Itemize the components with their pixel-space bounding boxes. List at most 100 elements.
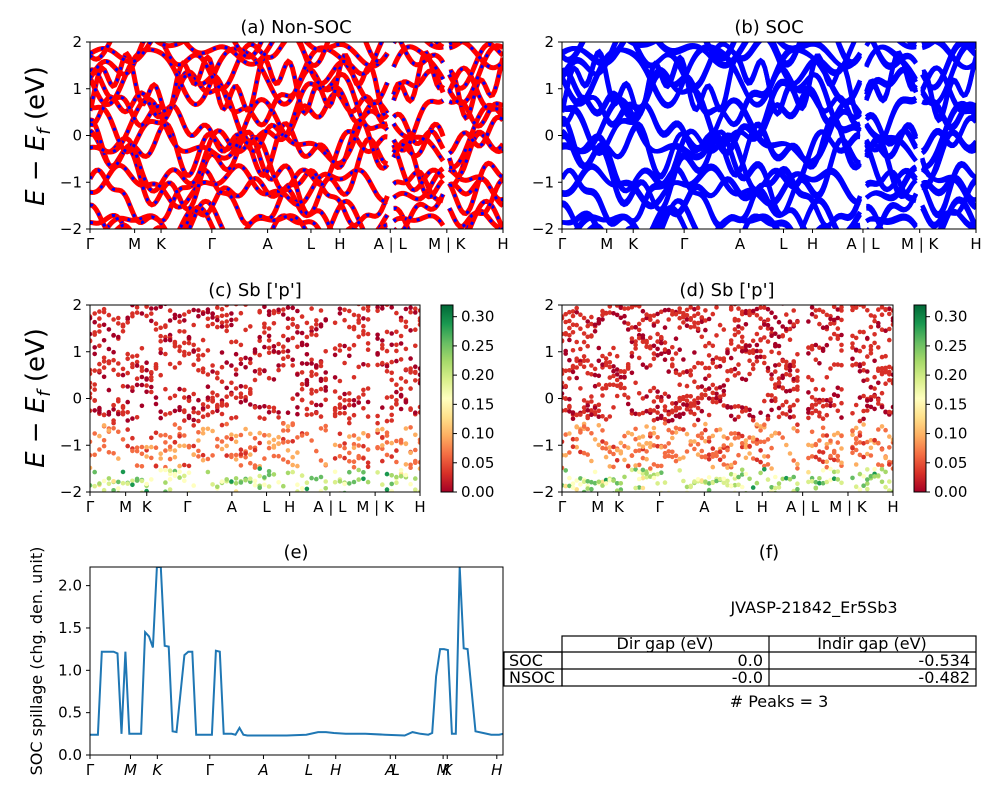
- proj-point-c: [375, 413, 380, 419]
- proj-point-d: [692, 400, 697, 406]
- proj-point-d: [607, 375, 613, 380]
- proj-point-d: [883, 328, 888, 334]
- proj-point-d: [850, 356, 855, 362]
- proj-point-d: [806, 455, 811, 461]
- proj-point-c: [413, 343, 418, 349]
- proj-point-d: [644, 365, 649, 370]
- proj-point-c: [106, 327, 112, 332]
- proj-point-c: [210, 311, 215, 316]
- proj-point-d: [607, 445, 613, 450]
- proj-point-c: [351, 412, 357, 418]
- proj-point-d: [655, 394, 660, 400]
- proj-point-c: [332, 389, 338, 394]
- proj-point-d: [662, 391, 668, 397]
- proj-point-c: [219, 422, 225, 428]
- proj-point-d: [596, 402, 602, 408]
- col-header-indir: Indir gap (eV): [817, 634, 927, 653]
- proj-point-c: [408, 356, 413, 361]
- band-nsoc-dash-12: [90, 51, 503, 120]
- proj-point-d: [736, 414, 741, 420]
- proj-point-d: [611, 405, 616, 410]
- proj-point-d: [795, 466, 800, 471]
- proj-point-d: [600, 439, 605, 444]
- proj-point-c: [318, 360, 324, 365]
- proj-point-d: [717, 394, 723, 400]
- proj-point-c: [90, 483, 93, 488]
- proj-point-d: [762, 398, 767, 404]
- proj-point-d: [736, 474, 741, 480]
- proj-point-c: [238, 447, 244, 453]
- proj-point-d: [853, 425, 859, 431]
- proj-point-c: [318, 322, 324, 327]
- proj-point-d: [633, 298, 638, 303]
- proj-point-c: [314, 322, 319, 327]
- proj-point-c: [144, 377, 149, 382]
- proj-point-d: [743, 444, 749, 450]
- proj-point-c: [130, 416, 135, 421]
- proj-point-d: [809, 377, 815, 383]
- proj-point-d: [581, 331, 587, 336]
- proj-point-c: [139, 444, 145, 450]
- proj-point-d: [853, 305, 859, 310]
- proj-point-d: [750, 338, 756, 344]
- proj-point-d: [876, 473, 881, 478]
- proj-point-c: [314, 372, 319, 377]
- proj-point-c: [262, 404, 267, 409]
- proj-point-d: [677, 382, 682, 388]
- proj-point-d: [651, 356, 657, 362]
- proj-point-c: [309, 369, 314, 375]
- proj-point-d: [824, 324, 830, 330]
- proj-point-c: [375, 445, 380, 451]
- proj-point-d: [695, 305, 701, 311]
- proj-point-d: [651, 408, 657, 413]
- proj-point-d: [758, 448, 763, 453]
- proj-point-c: [90, 380, 93, 386]
- proj-point-c: [200, 452, 206, 458]
- proj-point-d: [611, 382, 616, 388]
- colorbar-d-tick-label: 0.05: [934, 454, 967, 472]
- proj-point-c: [233, 395, 239, 401]
- proj-point-c: [153, 321, 159, 327]
- band-soc-split-16: [562, 42, 936, 67]
- proj-point-c: [380, 443, 385, 448]
- proj-point-c: [262, 482, 267, 488]
- proj-point-d: [681, 370, 686, 375]
- proj-point-c: [191, 322, 196, 328]
- proj-point-d: [739, 376, 745, 382]
- proj-point-d: [831, 392, 837, 397]
- proj-point-c: [257, 371, 263, 376]
- proj-point-d: [831, 432, 837, 438]
- panel-c-title: (c) Sb ['p']: [208, 280, 302, 301]
- proj-point-c: [215, 375, 220, 381]
- proj-point-c: [191, 362, 196, 368]
- proj-point-d: [890, 404, 893, 410]
- proj-point-c: [266, 484, 272, 489]
- panel-c-ytick-label: 0: [72, 390, 82, 408]
- proj-point-c: [318, 426, 324, 431]
- proj-point-c: [134, 478, 140, 483]
- proj-point-d: [706, 435, 712, 441]
- proj-point-d: [820, 403, 826, 409]
- proj-point-d: [666, 418, 671, 424]
- proj-point-d: [813, 386, 819, 392]
- proj-point-d: [596, 358, 602, 364]
- proj-point-c: [252, 369, 258, 374]
- proj-point-c: [196, 347, 201, 353]
- proj-point-d: [585, 323, 590, 329]
- proj-point-d: [806, 442, 811, 448]
- proj-point-c: [299, 397, 305, 403]
- proj-point-c: [248, 452, 253, 457]
- proj-point-d: [750, 308, 756, 314]
- proj-point-d: [614, 353, 620, 359]
- proj-point-c: [394, 389, 399, 395]
- proj-point-d: [887, 445, 892, 450]
- proj-point-c: [290, 335, 296, 341]
- proj-point-c: [314, 327, 319, 332]
- proj-point-c: [304, 412, 310, 418]
- proj-point-d: [861, 378, 866, 384]
- proj-point-d: [699, 431, 705, 436]
- proj-point-c: [205, 316, 211, 322]
- proj-point-d: [684, 393, 690, 399]
- proj-point-d: [865, 439, 870, 445]
- proj-point-c: [205, 395, 211, 401]
